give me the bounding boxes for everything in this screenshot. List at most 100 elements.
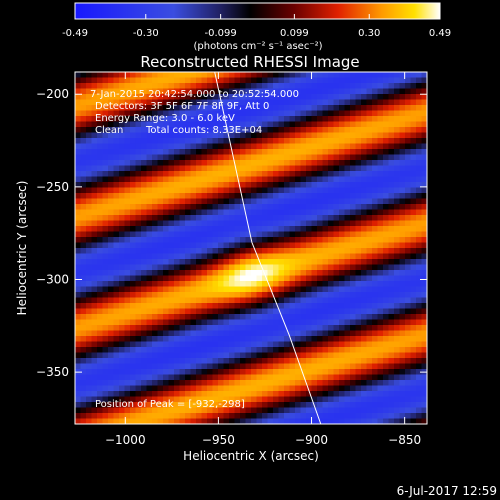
- heatmap-cell: [251, 143, 257, 150]
- heatmap-cell: [405, 281, 411, 287]
- heatmap-cell: [234, 363, 241, 370]
- heatmap-cell: [212, 319, 219, 326]
- heatmap-cell: [399, 204, 406, 210]
- heatmap-cell: [141, 319, 147, 326]
- heatmap-cell: [245, 418, 252, 424]
- heatmap-cell: [207, 182, 213, 188]
- heatmap-cell: [229, 83, 235, 89]
- heatmap-cell: [97, 259, 103, 265]
- heatmap-cell: [135, 330, 142, 337]
- heatmap-cell: [267, 193, 274, 199]
- heatmap-cell: [102, 88, 109, 95]
- heatmap-cell: [421, 154, 427, 161]
- heatmap-cell: [86, 270, 92, 276]
- heatmap-cell: [322, 220, 329, 227]
- heatmap-cell: [410, 187, 417, 194]
- heatmap-cell: [141, 407, 147, 414]
- heatmap-cell: [405, 242, 411, 249]
- heatmap-cell: [344, 369, 351, 375]
- heatmap-cell: [179, 330, 186, 337]
- heatmap-cell: [306, 231, 312, 238]
- heatmap-cell: [344, 154, 351, 161]
- heatmap-cell: [108, 402, 114, 408]
- heatmap-cell: [146, 209, 153, 216]
- heatmap-cell: [91, 281, 98, 287]
- heatmap-cell: [394, 253, 400, 260]
- heatmap-cell: [399, 391, 406, 397]
- heatmap-cell: [317, 352, 323, 359]
- heatmap-cell: [229, 396, 235, 403]
- heatmap-cell: [124, 237, 131, 243]
- heatmap-cell: [196, 352, 202, 359]
- heatmap-cell: [300, 374, 307, 381]
- heatmap-cell: [240, 94, 246, 100]
- heatmap-cell: [306, 143, 312, 150]
- heatmap-cell: [124, 138, 131, 144]
- heatmap-cell: [119, 226, 125, 232]
- heatmap-cell: [339, 110, 345, 117]
- heatmap-cell: [388, 94, 395, 100]
- heatmap-cell: [179, 314, 186, 320]
- heatmap-cell: [168, 187, 175, 194]
- heatmap-cell: [119, 248, 125, 254]
- heatmap-cell: [328, 396, 334, 403]
- heatmap-cell: [75, 220, 81, 227]
- heatmap-cell: [421, 182, 427, 188]
- heatmap-cell: [130, 132, 136, 139]
- heatmap-cell: [289, 182, 296, 188]
- heatmap-cell: [108, 242, 114, 249]
- heatmap-cell: [146, 193, 153, 199]
- heatmap-cell: [284, 176, 290, 183]
- heatmap-cell: [174, 77, 180, 84]
- heatmap-cell: [75, 396, 81, 403]
- heatmap-cell: [86, 138, 92, 144]
- heatmap-cell: [234, 352, 241, 359]
- heatmap-cell: [75, 143, 81, 150]
- heatmap-cell: [262, 209, 268, 216]
- heatmap-cell: [130, 418, 136, 424]
- heatmap-cell: [377, 413, 384, 419]
- heatmap-cell: [394, 314, 400, 320]
- heatmap-cell: [350, 330, 356, 337]
- heatmap-cell: [207, 275, 213, 282]
- heatmap-cell: [405, 165, 411, 172]
- heatmap-cell: [311, 374, 318, 381]
- heatmap-cell: [207, 292, 213, 298]
- heatmap-cell: [163, 116, 169, 122]
- heatmap-cell: [372, 116, 378, 122]
- heatmap-cell: [372, 363, 378, 370]
- heatmap-cell: [196, 270, 202, 276]
- heatmap-cell: [86, 374, 92, 381]
- heatmap-cell: [218, 198, 224, 205]
- heatmap-cell: [141, 138, 147, 144]
- heatmap-cell: [185, 402, 191, 408]
- heatmap-cell: [262, 187, 268, 194]
- heatmap-cell: [157, 275, 164, 282]
- heatmap-cell: [256, 121, 263, 128]
- heatmap-cell: [350, 154, 356, 161]
- heatmap-cell: [383, 385, 389, 392]
- heatmap-cell: [273, 77, 279, 84]
- heatmap-cell: [416, 330, 422, 337]
- heatmap-cell: [284, 358, 290, 364]
- heatmap-cell: [113, 358, 120, 364]
- heatmap-cell: [185, 72, 191, 78]
- heatmap-cell: [113, 209, 120, 216]
- heatmap-cell: [399, 110, 406, 117]
- heatmap-cell: [251, 83, 257, 89]
- heatmap-cell: [174, 99, 180, 106]
- heatmap-cell: [102, 209, 109, 216]
- heatmap-cell: [168, 132, 175, 139]
- heatmap-cell: [300, 193, 307, 199]
- heatmap-cell: [196, 341, 202, 348]
- heatmap-cell: [108, 413, 114, 419]
- heatmap-cell: [278, 330, 285, 337]
- heatmap-cell: [80, 347, 87, 353]
- heatmap-cell: [322, 303, 329, 309]
- heatmap-cell: [80, 127, 87, 133]
- heatmap-cell: [223, 165, 230, 172]
- heatmap-cell: [196, 187, 202, 194]
- heatmap-cell: [240, 352, 246, 359]
- heatmap-cell: [295, 248, 301, 254]
- heatmap-cell: [339, 99, 345, 106]
